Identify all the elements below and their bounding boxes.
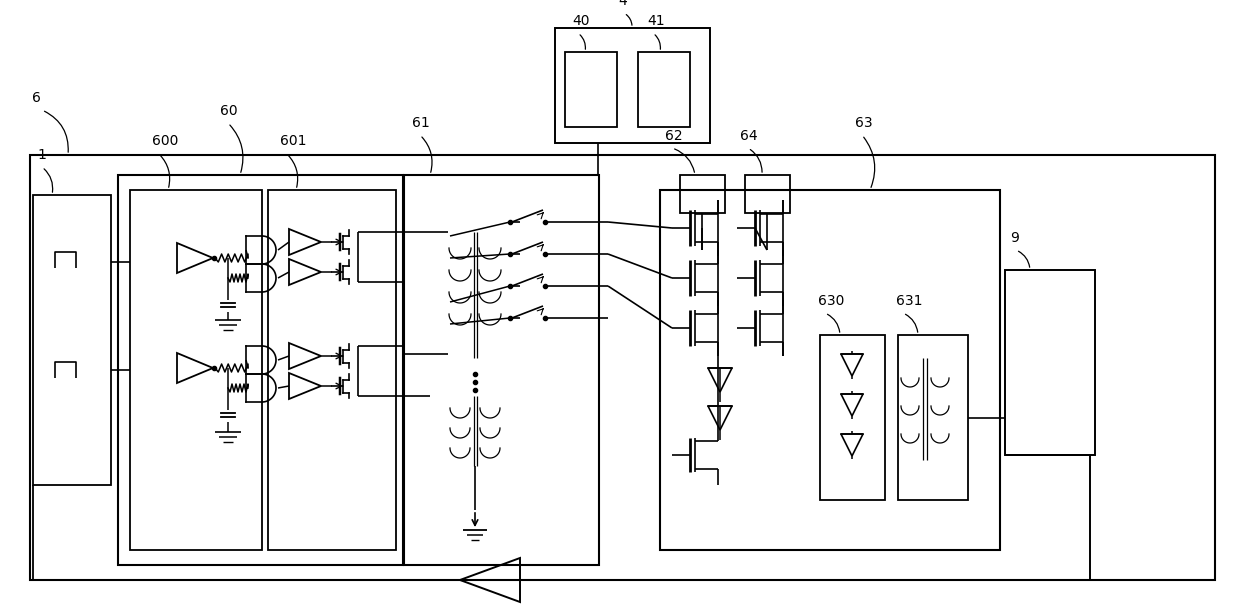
Text: 62: 62 xyxy=(665,129,683,143)
Bar xyxy=(898,335,968,500)
Text: 601: 601 xyxy=(280,134,306,148)
Bar xyxy=(268,190,396,550)
Text: 1: 1 xyxy=(37,148,46,162)
Bar xyxy=(660,190,1000,550)
Bar xyxy=(638,52,690,127)
Bar xyxy=(745,175,790,213)
Bar xyxy=(404,175,598,565)
Bar xyxy=(565,52,617,127)
Text: 9: 9 xyxy=(1010,231,1018,245)
Text: 630: 630 xyxy=(818,294,844,308)
Bar xyxy=(820,335,885,500)
Bar xyxy=(555,28,710,143)
Text: 40: 40 xyxy=(572,14,590,28)
Text: 631: 631 xyxy=(896,294,923,308)
Text: 63: 63 xyxy=(855,116,872,130)
Text: 64: 64 xyxy=(740,129,757,143)
Bar xyxy=(130,190,261,550)
Bar xyxy=(118,175,403,565)
Bar xyxy=(680,175,725,213)
Bar xyxy=(1005,270,1095,455)
Text: 61: 61 xyxy=(413,116,430,130)
Text: 4: 4 xyxy=(618,0,627,8)
Text: 6: 6 xyxy=(32,91,41,105)
Text: 41: 41 xyxy=(647,14,664,28)
Text: 600: 600 xyxy=(152,134,178,148)
Bar xyxy=(30,155,1215,580)
Text: 60: 60 xyxy=(221,104,238,118)
Bar xyxy=(33,195,112,485)
